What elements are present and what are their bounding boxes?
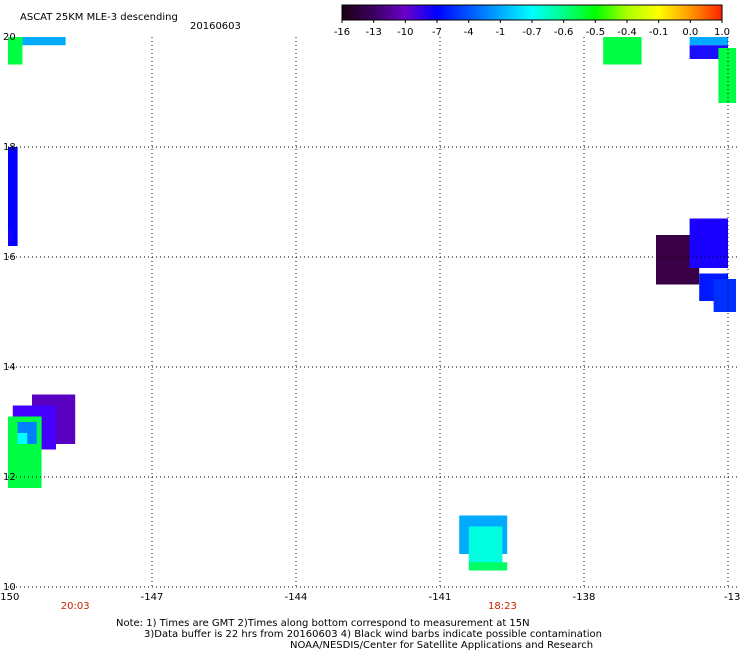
data-cell-4 xyxy=(8,229,13,246)
colorbar: -16 -13 -10 -7 -4 -1 -0.7 -0.6 -0.5 -0.4 -0.1 0.0 1.… xyxy=(334,4,730,38)
grid-lines xyxy=(8,37,738,588)
note-line-2: 3)Data buffer is 22 hrs from 20160603 4)… xyxy=(144,629,602,640)
x-tick-label-1: -147 xyxy=(141,592,164,603)
data-cell-19 xyxy=(468,526,503,565)
data-cell-2 xyxy=(8,147,18,202)
x-tick-label-0: -150 xyxy=(0,592,19,603)
data-cells xyxy=(8,37,736,571)
data-cell-17 xyxy=(17,433,28,444)
data-cell-10 xyxy=(689,218,728,268)
colorbar-label-2: -10 xyxy=(397,27,413,38)
colorbar-label-11: 0.0 xyxy=(682,27,698,38)
data-cell-20 xyxy=(468,562,508,571)
x-tick-label-5: -13 xyxy=(724,592,740,603)
colorbar-label-3: -7 xyxy=(432,27,442,38)
data-cell-0 xyxy=(12,37,66,46)
note-line-3: NOAA/NESDIS/Center for Satellite Applica… xyxy=(290,640,593,650)
time-label-0: 20:03 xyxy=(61,601,90,612)
colorbar-label-4: -4 xyxy=(464,27,474,38)
y-tick-label-3: 16 xyxy=(3,252,16,263)
y-tick-label-1: 12 xyxy=(3,472,16,483)
y-tick-label-4: 18 xyxy=(3,142,16,153)
colorbar-label-10: -0.1 xyxy=(649,27,669,38)
colorbar-label-9: -0.4 xyxy=(617,27,637,38)
x-tick-label-3: -141 xyxy=(429,592,452,603)
colorbar-label-1: -13 xyxy=(365,27,381,38)
data-cell-1 xyxy=(8,37,23,65)
time-labels: 20:03 18:23 xyxy=(61,601,517,612)
data-cell-12 xyxy=(713,279,736,312)
colorbar-label-7: -0.6 xyxy=(554,27,574,38)
chart-title: ASCAT 25KM MLE-3 descending xyxy=(20,12,178,23)
colorbar-label-8: -0.5 xyxy=(586,27,606,38)
x-tick-label-2: -144 xyxy=(285,592,308,603)
x-tick-label-4: -138 xyxy=(573,592,596,603)
axis-tick-labels: 10 12 14 16 18 20 -150 -147 -144 -141 -138 -13 xyxy=(0,32,740,603)
note-line-1: Note: 1) Times are GMT 2)Times along bot… xyxy=(116,618,530,629)
colorbar-gradient xyxy=(341,4,723,21)
data-cell-6 xyxy=(689,37,728,46)
chart-date: 20160603 xyxy=(190,21,241,32)
data-cell-8 xyxy=(718,48,736,103)
data-cell-5 xyxy=(603,37,642,65)
y-tick-label-5: 20 xyxy=(3,32,16,43)
colorbar-label-0: -16 xyxy=(334,27,350,38)
colorbar-label-5: -1 xyxy=(495,27,505,38)
data-cell-3 xyxy=(8,202,18,246)
y-tick-label-0: 10 xyxy=(3,582,16,593)
colorbar-label-12: 1.0 xyxy=(714,27,730,38)
time-label-1: 18:23 xyxy=(488,601,517,612)
colorbar-label-6: -0.7 xyxy=(522,27,542,38)
y-tick-label-2: 14 xyxy=(3,362,16,373)
